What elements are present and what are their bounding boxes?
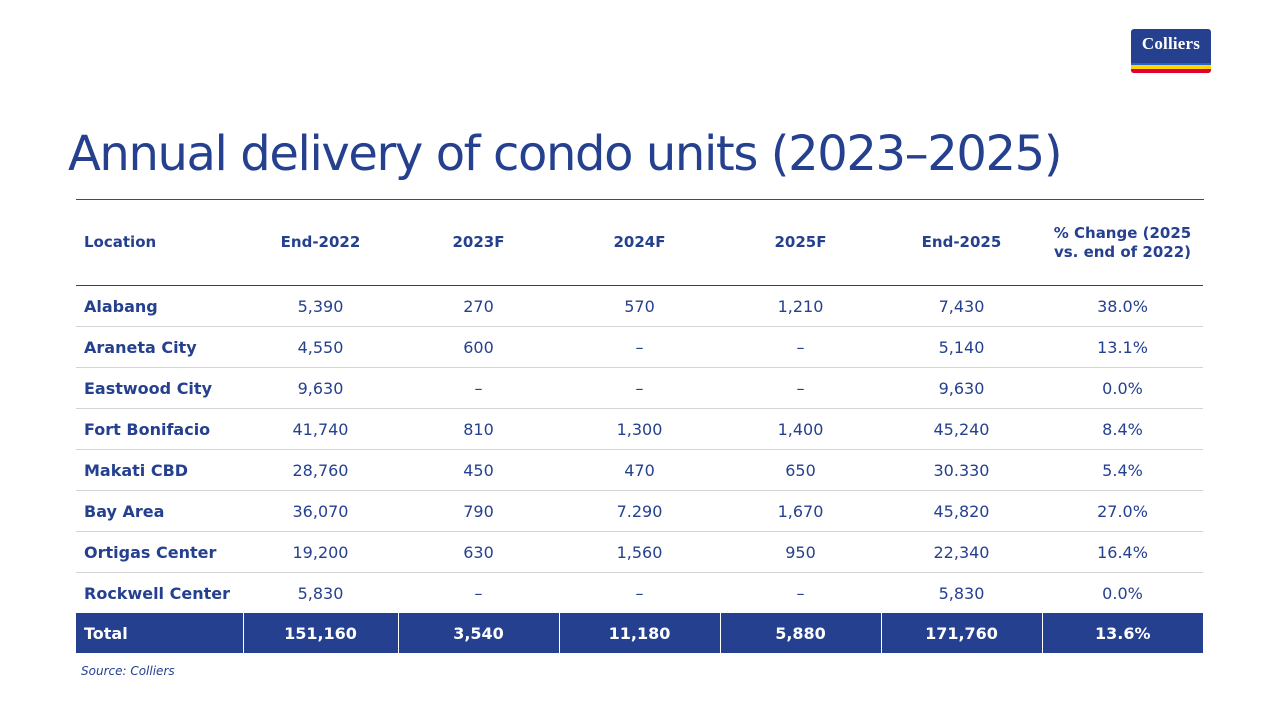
- cell-2023f: 790: [398, 490, 559, 532]
- total-2023f: 3,540: [397, 613, 559, 653]
- cell-pct-change: 8.4%: [1042, 408, 1203, 450]
- cell-location: Eastwood City: [76, 367, 243, 409]
- header-pct-change: % Change (2025 vs. end of 2022): [1042, 200, 1203, 286]
- table-row: Fort Bonifacio 41,740 810 1,300 1,400 45…: [76, 408, 1203, 450]
- cell-2025f: 1,400: [720, 408, 881, 450]
- cell-2025f: 1,210: [720, 285, 881, 327]
- table-row: Rockwell Center 5,830 – – – 5,830 0.0%: [76, 573, 1203, 614]
- table-row: Makati CBD 28,760 450 470 650 30.330 5.4…: [76, 449, 1203, 491]
- table-row: Eastwood City 9,630 – – – 9,630 0.0%: [76, 367, 1203, 409]
- cell-end-2022: 28,760: [243, 449, 398, 491]
- header-row: Location End-2022 2023F 2024F 2025F End-…: [76, 200, 1203, 286]
- cell-pct-change: 13.1%: [1042, 326, 1203, 368]
- cell-2024f: –: [559, 326, 720, 368]
- cell-2024f: 470: [559, 449, 720, 491]
- cell-location: Rockwell Center: [84, 583, 230, 603]
- cell-end-2025: 22,340: [881, 531, 1042, 573]
- cell-2024f: 1,560: [559, 531, 720, 573]
- cell-pct-change: 0.0%: [1102, 583, 1143, 603]
- cell-pct-change: 27.0%: [1042, 490, 1203, 532]
- table-row: Ortigas Center 19,200 630 1,560 950 22,3…: [76, 531, 1203, 573]
- cell-end-2025: 9,630: [881, 367, 1042, 409]
- cell-end-2025: 30.330: [881, 449, 1042, 491]
- cell-2023f: 270: [398, 285, 559, 327]
- total-label: Total: [76, 613, 243, 653]
- logo-stripes: [1131, 63, 1211, 73]
- cell-2025f: –: [720, 326, 881, 368]
- cell-pct-change: 0.0%: [1042, 367, 1203, 409]
- cell-2024f: –: [635, 583, 644, 603]
- header-location: Location: [76, 200, 243, 286]
- cell-end-2025: 45,240: [881, 408, 1042, 450]
- total-2024f: 11,180: [558, 613, 720, 653]
- cell-2024f: 1,300: [559, 408, 720, 450]
- cell-2024f: 7.290: [559, 490, 720, 532]
- cell-2025f: 650: [720, 449, 881, 491]
- cell-end-2022: 9,630: [243, 367, 398, 409]
- cell-2024f: –: [559, 367, 720, 409]
- cell-2025f: –: [720, 367, 881, 409]
- total-end-2025: 171,760: [880, 613, 1042, 653]
- logo-text: Colliers: [1141, 34, 1201, 53]
- cell-location: Makati CBD: [76, 449, 243, 491]
- cell-2023f: 630: [398, 531, 559, 573]
- cell-location: Ortigas Center: [76, 531, 243, 573]
- cell-end-2022: 5,390: [243, 285, 398, 327]
- table-row: Alabang 5,390 270 570 1,210 7,430 38.0%: [76, 285, 1203, 327]
- header-2025f: 2025F: [720, 200, 881, 286]
- cell-2023f: 450: [398, 449, 559, 491]
- cell-2023f: 600: [398, 326, 559, 368]
- table-top-rule: [76, 199, 1204, 200]
- cell-2025f: 1,670: [720, 490, 881, 532]
- cell-2023f: –: [398, 367, 559, 409]
- cell-location: Bay Area: [76, 490, 243, 532]
- slide-title: Annual delivery of condo units (2023–202…: [68, 126, 1063, 182]
- cell-2024f: 570: [559, 285, 720, 327]
- cell-end-2025: 7,430: [881, 285, 1042, 327]
- table-row: Araneta City 4,550 600 – – 5,140 13.1%: [76, 326, 1203, 368]
- cell-pct-change: 38.0%: [1042, 285, 1203, 327]
- total-2025f: 5,880: [719, 613, 881, 653]
- total-pct-change: 13.6%: [1041, 613, 1203, 653]
- total-end-2022: 151,160: [242, 613, 398, 653]
- cell-2023f: –: [474, 583, 483, 603]
- cell-location: Fort Bonifacio: [76, 408, 243, 450]
- cell-2023f: 810: [398, 408, 559, 450]
- header-end-2025: End-2025: [881, 200, 1042, 286]
- cell-end-2022: 36,070: [243, 490, 398, 532]
- header-2023f: 2023F: [398, 200, 559, 286]
- cell-location: Araneta City: [76, 326, 243, 368]
- header-end-2022: End-2022: [243, 200, 398, 286]
- cell-pct-change: 16.4%: [1042, 531, 1203, 573]
- cell-end-2025: 5,140: [881, 326, 1042, 368]
- condo-delivery-table: Location End-2022 2023F 2024F 2025F End-…: [76, 200, 1203, 653]
- total-row: Total 151,160 3,540 11,180 5,880 171,760…: [76, 613, 1203, 653]
- cell-2025f: –: [796, 583, 805, 603]
- cell-end-2022: 41,740: [243, 408, 398, 450]
- source-note: Source: Colliers: [81, 664, 175, 678]
- cell-end-2025: 45,820: [881, 490, 1042, 532]
- cell-pct-change: 5.4%: [1042, 449, 1203, 491]
- cell-end-2022: 5,830: [297, 583, 344, 603]
- cell-end-2022: 19,200: [243, 531, 398, 573]
- cell-end-2022: 4,550: [243, 326, 398, 368]
- cell-end-2025: 5,830: [938, 583, 985, 603]
- cell-location: Alabang: [76, 285, 243, 327]
- table-row: Bay Area 36,070 790 7.290 1,670 45,820 2…: [76, 490, 1203, 532]
- header-2024f: 2024F: [559, 200, 720, 286]
- cell-2025f: 950: [720, 531, 881, 573]
- colliers-logo: Colliers: [1131, 29, 1211, 73]
